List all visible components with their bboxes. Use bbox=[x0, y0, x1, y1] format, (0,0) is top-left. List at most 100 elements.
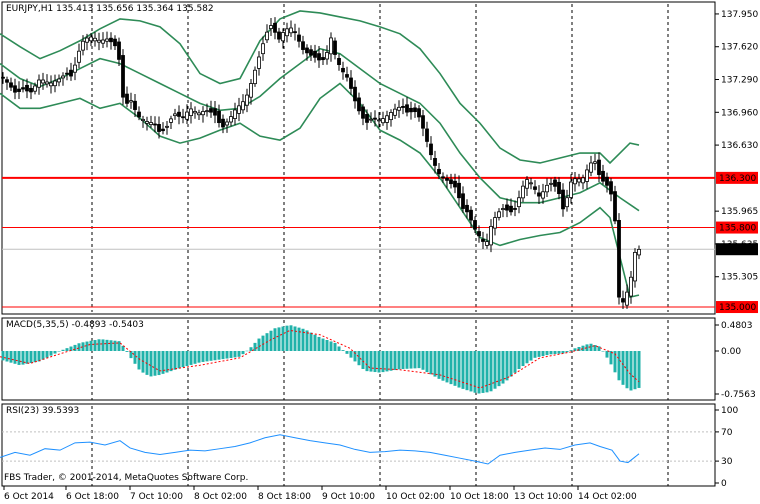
candle-body bbox=[357, 97, 361, 112]
candle-body bbox=[161, 128, 165, 132]
macd-histogram-bar bbox=[169, 351, 173, 372]
copyright-footer: FBS Trader, © 2001-2014, MetaQuotes Soft… bbox=[4, 473, 249, 483]
candle-body bbox=[253, 69, 257, 85]
candle-body bbox=[229, 116, 233, 123]
macd-histogram-bar bbox=[609, 351, 613, 365]
macd-histogram-bar bbox=[353, 351, 357, 362]
candle-body bbox=[321, 57, 325, 61]
macd-histogram-bar bbox=[521, 351, 525, 367]
macd-histogram-bar bbox=[429, 351, 433, 375]
candle-body bbox=[385, 115, 389, 123]
candle-body bbox=[433, 158, 437, 166]
macd-histogram-bar bbox=[345, 351, 349, 354]
candle-body bbox=[485, 241, 489, 246]
candle-body bbox=[573, 178, 577, 185]
candle-body bbox=[117, 41, 121, 60]
macd-histogram-bar bbox=[313, 334, 317, 351]
price-tick-label: 137.290 bbox=[721, 76, 758, 86]
macd-histogram-bar bbox=[65, 348, 69, 351]
candle-body bbox=[197, 112, 201, 116]
candle-body bbox=[369, 118, 373, 121]
macd-value-1: -0.4893 bbox=[71, 320, 107, 330]
candle-body bbox=[189, 108, 193, 117]
candle-body bbox=[509, 205, 513, 213]
macd-histogram-bar bbox=[249, 347, 253, 351]
candle-body bbox=[285, 28, 289, 37]
macd-histogram-bar bbox=[89, 340, 93, 351]
macd-histogram-bar bbox=[125, 351, 129, 352]
macd-histogram-bar bbox=[109, 340, 113, 351]
macd-histogram-bar bbox=[361, 351, 365, 370]
macd-histogram-bar bbox=[513, 351, 517, 373]
macd-histogram-bar bbox=[417, 351, 421, 369]
time-tick-label: 14 Oct 02:00 bbox=[578, 492, 637, 502]
rsi-tick-label: 100 bbox=[721, 406, 738, 416]
macd-histogram-bar bbox=[329, 341, 333, 351]
candle-body bbox=[113, 38, 117, 47]
candle-body bbox=[521, 185, 525, 199]
macd-histogram-bar bbox=[393, 351, 397, 371]
macd-histogram-bar bbox=[377, 351, 381, 373]
candle-body bbox=[273, 22, 277, 33]
macd-histogram-bar bbox=[525, 351, 529, 364]
candle-body bbox=[353, 86, 357, 102]
candle-body bbox=[445, 178, 449, 181]
candle-body bbox=[169, 118, 173, 123]
macd-histogram-bar bbox=[305, 330, 309, 351]
candle-body bbox=[41, 79, 45, 84]
macd-histogram-bar bbox=[221, 351, 225, 360]
candle-body bbox=[53, 80, 57, 87]
macd-histogram-bar bbox=[421, 351, 425, 370]
candle-body bbox=[217, 110, 221, 124]
time-tick-label: 9 Oct 10:00 bbox=[322, 492, 375, 502]
candle-body bbox=[149, 122, 153, 126]
candle-body bbox=[109, 37, 113, 43]
macd-histogram-bar bbox=[373, 351, 377, 373]
macd-histogram-bar bbox=[121, 345, 125, 351]
candle-body bbox=[29, 87, 33, 93]
candle-body bbox=[425, 128, 429, 142]
macd-histogram-bar bbox=[553, 351, 557, 355]
candle-body bbox=[589, 162, 593, 173]
macd-histogram-bar bbox=[409, 351, 413, 369]
macd-value-2: -0.5403 bbox=[109, 320, 144, 330]
macd-plot bbox=[0, 325, 641, 394]
price-tick-label: 136.960 bbox=[721, 108, 758, 118]
candle-body bbox=[165, 125, 169, 128]
price-tick-label: 135.965 bbox=[721, 207, 758, 217]
candle-body bbox=[413, 107, 417, 113]
macd-histogram-bar bbox=[517, 351, 521, 370]
macd-histogram-bar bbox=[137, 351, 141, 370]
macd-histogram-bar bbox=[165, 351, 169, 373]
bollinger-lower-band bbox=[0, 82, 640, 299]
macd-histogram-bar bbox=[565, 351, 569, 353]
candle-body bbox=[257, 56, 261, 69]
macd-histogram-bar bbox=[401, 351, 405, 370]
candle-body bbox=[417, 108, 421, 118]
macd-histogram-bar bbox=[477, 351, 481, 394]
candle-body bbox=[365, 114, 369, 123]
macd-histogram-bar bbox=[285, 325, 289, 351]
macd-histogram-bar bbox=[233, 351, 237, 358]
macd-histogram-bar bbox=[573, 348, 577, 351]
bollinger-upper-band bbox=[0, 10, 640, 165]
candle-body bbox=[269, 25, 273, 29]
candle-body bbox=[37, 79, 41, 88]
candle-body bbox=[85, 37, 89, 43]
candle-body bbox=[585, 169, 589, 182]
high-value: 135.656 bbox=[96, 4, 134, 14]
price-tag-background bbox=[716, 301, 758, 314]
candle-body bbox=[529, 182, 533, 185]
rsi-tick-label: 30 bbox=[721, 457, 733, 467]
candle-body bbox=[245, 94, 249, 106]
candle-body bbox=[345, 74, 349, 78]
candle-body bbox=[373, 117, 377, 120]
macd-histogram-bar bbox=[1, 351, 5, 361]
macd-histogram-bar bbox=[317, 336, 321, 351]
macd-histogram-bar bbox=[281, 326, 285, 351]
macd-histogram-bar bbox=[465, 351, 469, 391]
macd-histogram-bar bbox=[209, 351, 213, 361]
macd-histogram-bar bbox=[81, 342, 85, 351]
macd-histogram-bar bbox=[493, 351, 497, 389]
candle-body bbox=[13, 85, 17, 93]
